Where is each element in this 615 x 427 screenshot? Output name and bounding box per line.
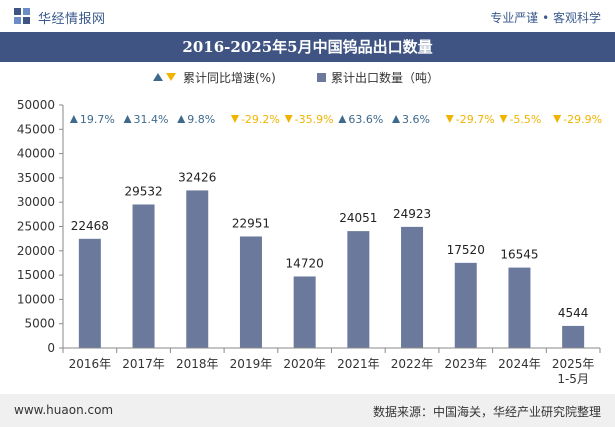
x-tick-label: 2024年 [498,357,541,371]
bar [347,231,370,348]
growth-label: 31.4% [134,113,169,126]
bar-value-label: 17520 [447,243,485,257]
growth-down-triangle-icon [499,115,508,123]
bar [186,190,209,348]
growth-up-triangle-icon [123,115,132,123]
bar-value-label: 29532 [124,184,162,198]
bar [401,226,424,348]
legend-up-triangle-icon [153,73,163,81]
bar-value-label: 4544 [558,306,589,320]
bar-value-label: 24051 [339,211,377,225]
growth-label: -29.9% [563,113,602,126]
y-tick-label: 5000 [24,317,55,331]
x-tick-label: 2023年 [444,357,487,371]
bar [454,262,477,348]
x-tick-label: 2016年 [69,357,112,371]
growth-label: 19.7% [80,113,115,126]
x-tick-label: 1-5月 [557,372,589,386]
chart-area: 累计同比增速(%) 累计出口数量（吨） 0 5000 10000 15000 20000… [17,70,602,386]
legend-down-triangle-icon [166,73,176,81]
legend-volume-label: 累计出口数量（吨） [331,70,439,85]
legend: 累计同比增速(%) 累计出口数量（吨） [153,70,439,85]
bar [562,325,585,348]
y-tick-label: 10000 [17,292,55,306]
growth-up-triangle-icon [392,115,401,123]
y-axis: 0 5000 10000 15000 20000 25000 30000 35000 40000… [17,98,64,355]
bar [293,276,316,348]
brand-tagline: 专业严谨 • 客观科学 [490,11,601,25]
y-tick-label: 20000 [17,244,55,258]
x-tick-label: 2019年 [230,357,273,371]
brand-name: 华经情报网 [38,12,106,27]
logo-icon [14,8,30,24]
growth-label: -29.2% [241,113,280,126]
growth-down-triangle-icon [445,115,454,123]
y-tick-label: 0 [47,341,55,355]
x-tick-label: 2018年 [176,357,219,371]
growth-up-triangle-icon [338,115,347,123]
chart-title: 2016-2025年5月中国钨品出口数量 [0,32,615,62]
legend-growth-label: 累计同比增速(%) [183,71,276,85]
growth-label: 3.6% [402,113,430,126]
y-tick-label: 45000 [17,122,55,136]
bar [508,267,531,348]
growth-label: 63.6% [348,113,383,126]
legend-bar-swatch [317,73,326,82]
y-tick-label: 15000 [17,268,55,282]
bar [78,238,101,348]
x-tick-label: 2022年 [391,357,434,371]
bar [132,204,155,348]
growth-labels: 19.7% 31.4% 9.8% -29.2% -35.9% 63.6% 3.6% -29.7… [69,113,602,126]
bar [239,236,262,348]
value-labels: 22468 29532 32426 22951 14720 24051 24923 17520… [71,170,589,320]
top-bar: 华经情报网 专业严谨 • 客观科学 [0,0,615,32]
x-tick-label: 2021年 [337,357,380,371]
footer: www.huaon.com 数据来源：中国海关，华经产业研究院整理 [0,394,615,427]
footer-source: 数据来源：中国海关，华经产业研究院整理 [372,405,601,419]
y-tick-label: 40000 [17,147,55,161]
bar-value-label: 22468 [71,219,109,233]
growth-label: -5.5% [509,113,541,126]
growth-label: 9.8% [187,113,215,126]
x-tick-label: 2017年 [122,357,165,371]
growth-down-triangle-icon [553,115,562,123]
bar-value-label: 16545 [500,248,538,262]
x-tick-label: 2025年 [552,357,595,371]
y-tick-label: 25000 [17,220,55,234]
growth-label: -35.9% [295,113,334,126]
bar-value-label: 24923 [393,207,431,221]
y-tick-label: 30000 [17,195,55,209]
bar-value-label: 22951 [232,216,270,230]
growth-up-triangle-icon [69,115,78,123]
bar-value-label: 14720 [286,256,324,270]
y-tick-label: 50000 [17,98,55,112]
y-tick-label: 35000 [17,171,55,185]
growth-label: -29.7% [456,113,495,126]
growth-down-triangle-icon [230,115,239,123]
bars [78,190,585,348]
x-tick-label: 2020年 [283,357,326,371]
x-axis: 2016年 2017年 2018年 2019年 2020年 2021年 2022年 2023年… [62,347,601,386]
growth-down-triangle-icon [284,115,293,123]
footer-website: www.huaon.com [14,403,114,417]
bar-value-label: 32426 [178,170,216,184]
growth-up-triangle-icon [177,115,186,123]
